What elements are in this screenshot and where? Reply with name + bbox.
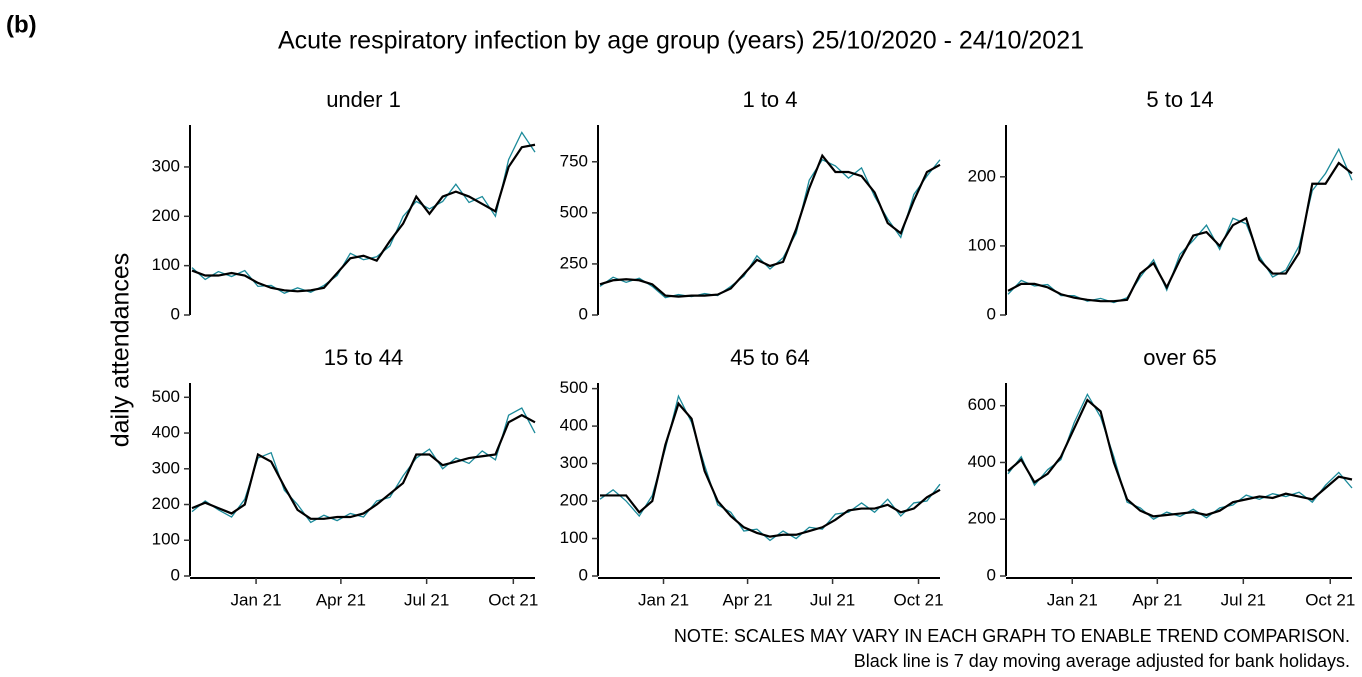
y-tick-label: 100 bbox=[560, 528, 588, 547]
average-line bbox=[600, 401, 941, 538]
daily-line bbox=[191, 131, 536, 295]
y-tick-label: 250 bbox=[560, 253, 588, 272]
average-line bbox=[1007, 161, 1353, 303]
daily-line bbox=[599, 394, 941, 542]
y-tick-label: 0 bbox=[579, 304, 588, 323]
y-tick-label: 100 bbox=[968, 235, 996, 254]
x-tick-label: Jul 21 bbox=[404, 590, 449, 609]
y-axis-label: daily attendances bbox=[107, 253, 135, 448]
y-tick-label: 400 bbox=[152, 423, 180, 442]
y-tick-label: 400 bbox=[560, 416, 588, 435]
panel-title: over 65 bbox=[1143, 345, 1216, 370]
x-tick-label: Oct 21 bbox=[488, 590, 538, 609]
y-tick-label: 200 bbox=[968, 166, 996, 185]
x-tick-label: Jan 21 bbox=[638, 590, 689, 609]
y-tick-label: 600 bbox=[968, 395, 996, 414]
panel-tag: (b) bbox=[6, 11, 37, 38]
y-tick-label: 300 bbox=[560, 453, 588, 472]
average-line bbox=[191, 413, 536, 520]
panel-title: 1 to 4 bbox=[742, 87, 797, 112]
y-tick-label: 200 bbox=[560, 491, 588, 510]
y-tick-label: 0 bbox=[171, 304, 180, 323]
y-tick-label: 200 bbox=[968, 509, 996, 528]
panel-title: 45 to 64 bbox=[730, 345, 810, 370]
panel-title: 5 to 14 bbox=[1146, 87, 1213, 112]
average-line bbox=[1007, 398, 1353, 518]
y-tick-label: 0 bbox=[171, 565, 180, 584]
average-line bbox=[599, 153, 941, 298]
average-line bbox=[191, 143, 536, 293]
y-tick-label: 300 bbox=[152, 156, 180, 175]
x-tick-label: Jan 21 bbox=[1047, 590, 1098, 609]
y-tick-label: 500 bbox=[560, 378, 588, 397]
y-tick-label: 400 bbox=[968, 452, 996, 471]
y-tick-label: 100 bbox=[152, 530, 180, 549]
x-tick-label: Jan 21 bbox=[231, 590, 282, 609]
chart-title: Acute respiratory infection by age group… bbox=[278, 27, 1084, 55]
y-tick-label: 0 bbox=[987, 565, 996, 584]
y-tick-label: 500 bbox=[152, 387, 180, 406]
x-tick-label: Oct 21 bbox=[893, 590, 943, 609]
y-tick-label: 200 bbox=[152, 494, 180, 513]
y-tick-label: 300 bbox=[152, 458, 180, 477]
x-tick-label: Apr 21 bbox=[316, 590, 366, 609]
y-tick-label: 500 bbox=[560, 202, 588, 221]
y-tick-label: 0 bbox=[987, 304, 996, 323]
y-tick-label: 200 bbox=[152, 206, 180, 225]
note: Black line is 7 day moving average adjus… bbox=[854, 651, 1350, 671]
panel-title: under 1 bbox=[326, 87, 401, 112]
panel-title: 15 to 44 bbox=[324, 345, 404, 370]
daily-line bbox=[1007, 147, 1353, 304]
note: NOTE: SCALES MAY VARY IN EACH GRAPH TO E… bbox=[674, 626, 1350, 646]
x-tick-label: Jul 21 bbox=[810, 590, 855, 609]
y-tick-label: 750 bbox=[560, 151, 588, 170]
x-tick-label: Apr 21 bbox=[723, 590, 773, 609]
y-tick-label: 0 bbox=[579, 565, 588, 584]
x-tick-label: Jul 21 bbox=[1221, 590, 1266, 609]
y-tick-label: 100 bbox=[152, 255, 180, 274]
daily-line bbox=[599, 158, 941, 299]
x-tick-label: Apr 21 bbox=[1132, 590, 1182, 609]
x-tick-label: Oct 21 bbox=[1305, 590, 1355, 609]
